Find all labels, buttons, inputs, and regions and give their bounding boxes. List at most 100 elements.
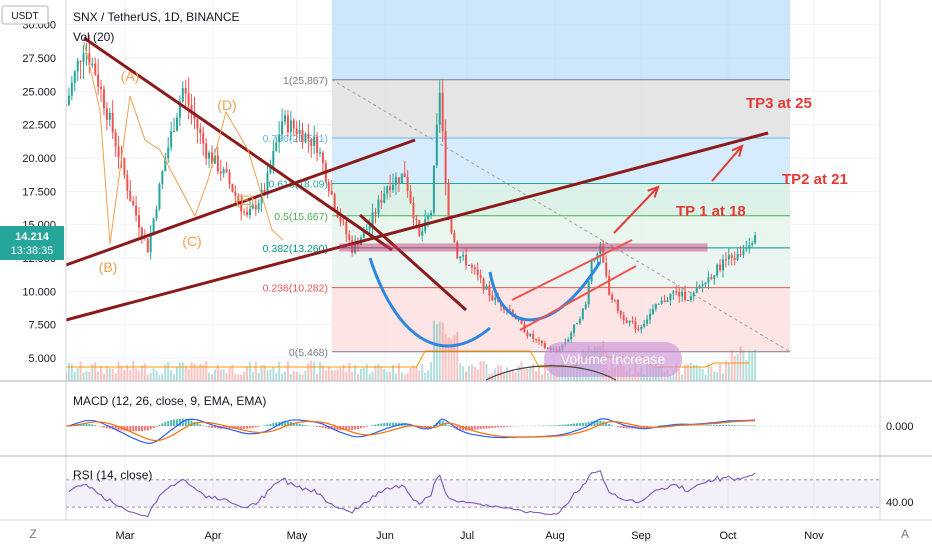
- volume-bar: [196, 367, 199, 381]
- volume-bar: [143, 363, 146, 381]
- volume-bar: [357, 374, 359, 381]
- countdown: 13:38:35: [11, 245, 54, 257]
- volume-bar: [330, 370, 333, 381]
- macd-histogram-bar: [146, 426, 149, 431]
- volume-bar: [167, 361, 170, 381]
- macd-histogram-bar: [736, 425, 739, 426]
- macd-histogram-bar: [479, 426, 482, 429]
- volume-bar: [231, 364, 234, 381]
- volume-bar: [719, 363, 722, 381]
- volume-bar: [733, 355, 736, 381]
- trendline-neckline: [358, 213, 468, 312]
- macd-histogram-bar: [222, 426, 225, 429]
- y-tick-label: 27.500: [22, 53, 56, 65]
- currency-badge[interactable]: [1, 5, 49, 25]
- macd-histogram-bar: [608, 424, 611, 426]
- candle-body: [319, 152, 322, 154]
- candle-body: [625, 320, 628, 323]
- volume-bar: [281, 373, 284, 381]
- macd-line: [65, 418, 756, 445]
- macd-histogram-bar: [167, 421, 170, 426]
- rsi-label[interactable]: RSI (14, close): [73, 468, 152, 482]
- volume-bar: [243, 371, 246, 381]
- macd-label[interactable]: MACD (12, 26, close, 9, EMA, EMA): [73, 394, 266, 408]
- fib-value: 5.468: [298, 347, 324, 359]
- candle-body: [298, 129, 301, 135]
- volume-bar: [140, 365, 143, 381]
- macd-histogram-bar: [754, 425, 757, 426]
- macd-histogram-bar: [281, 421, 284, 426]
- time-axis[interactable]: Mar Apr May Jun Jul Aug Sep Oct Nov: [116, 530, 825, 542]
- macd-histogram-bar: [173, 419, 176, 426]
- volume-bar: [745, 360, 748, 381]
- x-tick-label: May: [287, 530, 308, 542]
- volume-bar: [538, 365, 541, 381]
- volume-bar: [470, 365, 473, 381]
- volume-bar: [456, 331, 459, 381]
- symbol-title[interactable]: SNX / TetherUS, 1D, BINANCE: [73, 10, 240, 24]
- volume-bar: [365, 363, 368, 381]
- candle-body: [269, 166, 272, 173]
- candle-body: [529, 333, 532, 337]
- candle-body: [213, 155, 216, 164]
- wave-label: (D): [217, 97, 236, 113]
- candle-body: [158, 184, 161, 210]
- macd-histogram-bar: [389, 422, 392, 426]
- volume-bar: [345, 371, 348, 381]
- candle-body: [692, 292, 695, 297]
- macd-histogram-bar: [211, 426, 213, 428]
- candle-body: [284, 115, 286, 122]
- candle-body: [730, 255, 733, 258]
- candle-body: [675, 291, 678, 293]
- volume-bar: [190, 362, 193, 381]
- candle-body: [453, 233, 456, 243]
- macd-histogram-bar: [739, 425, 742, 426]
- candle-body: [657, 303, 660, 305]
- candle-body: [485, 285, 488, 290]
- volume-bar: [228, 367, 231, 381]
- candle-body: [152, 218, 155, 234]
- annotation-tp2: TP2 at 21: [782, 171, 848, 188]
- candle-body: [622, 315, 625, 321]
- fibonacci-retracement[interactable]: 1(25.867) 0.786(21.501) 0.618(18.09) 0.5(15…: [263, 0, 791, 359]
- volume-bar: [155, 370, 158, 381]
- macd-histogram-bar: [243, 426, 246, 429]
- auto-scale-button[interactable]: A: [901, 527, 909, 541]
- macd-histogram-bar: [622, 426, 625, 429]
- macd-histogram-bar: [269, 423, 272, 426]
- volume-bar: [742, 350, 745, 381]
- candle-body: [613, 299, 616, 301]
- timezone-button[interactable]: Z: [29, 527, 36, 541]
- candle-body: [105, 108, 108, 120]
- volume-bar: [359, 368, 362, 381]
- volume-bar: [701, 368, 704, 381]
- macd-histogram-bar: [427, 426, 430, 428]
- volume-bar: [362, 368, 365, 381]
- candle-body: [368, 225, 371, 230]
- volume-label[interactable]: Vol (20): [73, 30, 114, 44]
- x-tick-label: Jul: [460, 530, 474, 542]
- candle-body: [243, 211, 246, 213]
- candle-body: [389, 186, 392, 191]
- right-axis[interactable]: 0.000 40.00: [879, 0, 932, 520]
- candle-body: [447, 183, 450, 219]
- candle-body: [754, 235, 757, 244]
- macd-histogram-bar: [248, 426, 251, 429]
- tp1-arrow-head: [647, 185, 660, 198]
- candle-body: [295, 128, 298, 135]
- candle-body: [634, 321, 637, 329]
- macd-histogram-bar: [354, 426, 357, 430]
- macd-histogram-bar: [555, 425, 558, 426]
- currency-label: USDT: [11, 11, 38, 22]
- macd-histogram-bar: [383, 423, 386, 426]
- volume-bar: [105, 365, 108, 381]
- macd-histogram-bar: [143, 426, 146, 431]
- macd-histogram-bar: [485, 426, 488, 429]
- macd-histogram-bar: [713, 425, 716, 426]
- drawings[interactable]: Volume Increase (A) (B) (C) (D) (E) TP 1 at 18…: [65, 36, 848, 381]
- candle-body: [581, 308, 584, 319]
- macd-histogram-bar: [392, 422, 395, 426]
- candle-body: [716, 264, 719, 276]
- candle-body: [135, 205, 138, 216]
